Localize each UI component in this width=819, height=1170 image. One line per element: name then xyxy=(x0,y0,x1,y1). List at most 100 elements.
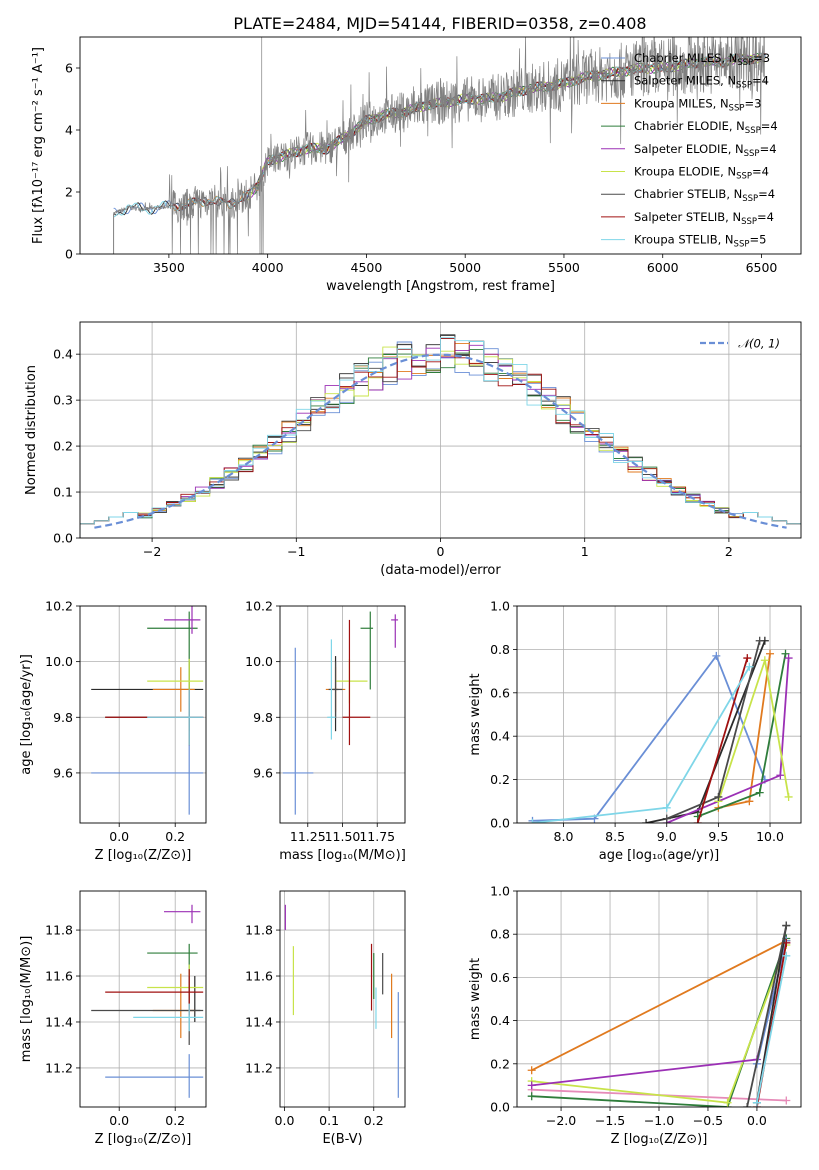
x-tick-label: 1 xyxy=(581,544,589,559)
weight-marker xyxy=(528,819,537,823)
plot-area xyxy=(80,606,206,823)
legend-label: Chabrier STELIB, NSSP=4 xyxy=(634,187,775,204)
x-tick-label: 2 xyxy=(725,544,733,559)
x-tick-label: 5500 xyxy=(548,260,580,275)
weight-marker xyxy=(723,1098,732,1107)
weight-marker xyxy=(745,797,754,806)
plot-area xyxy=(280,891,405,1107)
y-tick-label: 0.2 xyxy=(490,772,510,787)
y-tick-label: 9.6 xyxy=(253,765,273,780)
weight-marker xyxy=(693,819,702,823)
y-tick-label: 0.4 xyxy=(490,1013,510,1028)
weight-marker xyxy=(743,654,752,663)
weight-marker xyxy=(782,951,791,960)
y-tick-label: 0.3 xyxy=(53,393,73,408)
y-tick-label: 11.6 xyxy=(45,969,73,984)
panel-mass_vs_Z: 0.0 0.2 11.2 11.4 11.6 11.8 Z [log₁₀(Z/Z⊙)] mas… xyxy=(19,890,207,1147)
panel-residuals: −2 −1 0 1 2 0.0 0.1 0.2 0.3 0.4 (data-model)/error… xyxy=(24,321,802,578)
y-tick-label: 0.0 xyxy=(490,816,510,831)
y-tick-label: 1.0 xyxy=(490,884,510,899)
plot-area xyxy=(280,606,405,823)
plot-area xyxy=(80,891,206,1107)
x-tick-label: 8.0 xyxy=(554,829,574,844)
legend-label: Salpeter STELIB, NSSP=4 xyxy=(634,210,774,227)
axes-frame xyxy=(516,605,802,824)
plot-area xyxy=(113,37,766,254)
weight-marker xyxy=(782,921,791,930)
y-tick-label: 0.8 xyxy=(490,927,510,942)
x-axis-label: wavelength [Angstrom, rest frame] xyxy=(326,279,555,294)
panel-age_vs_Z: 0.0 0.2 9.6 9.8 10.0 10.2 Z [log₁₀(Z/Z⊙)] age [… xyxy=(19,599,207,863)
weight-marker xyxy=(642,819,651,823)
y-tick-label: 1.0 xyxy=(490,599,510,614)
weight-marker xyxy=(527,1092,536,1101)
weight-marker xyxy=(776,771,785,780)
weight-marker xyxy=(781,649,790,658)
x-tick-label: 5000 xyxy=(449,260,481,275)
histogram-series xyxy=(80,337,801,538)
y-tick-label: 0.1 xyxy=(53,485,73,500)
y-tick-label: 0.6 xyxy=(490,685,510,700)
x-tick-label: 6000 xyxy=(647,260,679,275)
x-tick-label: 10.0 xyxy=(756,829,784,844)
y-tick-label: 2 xyxy=(65,185,73,200)
y-tick-label: 0.2 xyxy=(53,439,73,454)
y-axis-label: mass weight xyxy=(468,958,483,1040)
x-axis-label: E(B-V) xyxy=(322,1132,362,1147)
x-tick-label: 9.5 xyxy=(708,829,728,844)
x-tick-label: 6500 xyxy=(746,260,778,275)
plot-area xyxy=(517,891,801,1107)
plot-area xyxy=(80,322,801,538)
weight-series-line xyxy=(531,939,787,1072)
axes-frame xyxy=(79,605,207,824)
weight-series-line xyxy=(756,925,788,1103)
weight-marker xyxy=(766,649,775,658)
x-tick-label: 0.2 xyxy=(165,1113,185,1128)
x-tick-label: 9.0 xyxy=(657,829,677,844)
x-axis-label: Z [log₁₀(Z/Z⊙)] xyxy=(95,1132,192,1147)
weight-marker xyxy=(743,1103,752,1107)
weight-series-line xyxy=(531,938,788,1107)
weight-marker xyxy=(752,1098,761,1107)
panels: 3500 4000 4500 5000 5500 6000 6500 0 2 4 6 waveleng… xyxy=(19,36,802,1147)
x-tick-label: −1 xyxy=(287,544,305,559)
x-axis-label: (data-model)/error xyxy=(380,563,501,578)
weight-marker xyxy=(782,1096,791,1105)
weight-marker xyxy=(755,636,764,645)
plot-area xyxy=(517,606,801,823)
y-tick-label: 11.4 xyxy=(245,1014,273,1029)
y-tick-label: 0.8 xyxy=(490,642,510,657)
x-tick-label: 0.1 xyxy=(319,1113,339,1128)
y-axis-label: mass weight xyxy=(468,673,483,755)
x-tick-label: 0.0 xyxy=(747,1113,767,1128)
y-tick-label: 0.6 xyxy=(490,970,510,985)
x-tick-label: 4500 xyxy=(351,260,383,275)
x-tick-label: −2 xyxy=(143,544,161,559)
legend-label: 𝒩(0, 1) xyxy=(738,337,780,351)
panel-spectrum: 3500 4000 4500 5000 5500 6000 6500 0 2 4 6 waveleng… xyxy=(31,36,802,294)
x-tick-label: 0.2 xyxy=(364,1113,384,1128)
y-tick-label: 0.4 xyxy=(53,347,73,362)
normal-reference-curve xyxy=(94,353,787,529)
panel-weight_vs_Z: −2.0 −1.5 −1.0 −0.5 0.0 0.0 0.2 0.4 0.6 0.8 1.0 Z [… xyxy=(468,884,802,1147)
weight-marker xyxy=(662,814,671,823)
y-tick-label: 9.8 xyxy=(53,710,73,725)
weight-series-line xyxy=(756,955,788,1103)
legend-label: Chabrier ELODIE, NSSP=4 xyxy=(634,119,778,136)
weight-marker xyxy=(760,656,769,665)
y-tick-label: 0.0 xyxy=(53,531,73,546)
y-tick-label: 11.8 xyxy=(45,923,73,938)
y-tick-label: 0 xyxy=(65,247,73,262)
x-axis-label: mass [log₁₀(M/M⊙)] xyxy=(279,848,406,863)
x-tick-label: 8.5 xyxy=(605,829,625,844)
weight-series-line xyxy=(756,940,788,1065)
x-tick-label: 11.25 xyxy=(290,829,326,844)
weight-series-line xyxy=(746,925,788,1107)
x-tick-label: 0.0 xyxy=(109,1113,129,1128)
y-tick-label: 11.2 xyxy=(45,1060,73,1075)
axes-frame xyxy=(279,605,406,824)
x-tick-label: 11.75 xyxy=(359,829,395,844)
y-tick-label: 11.8 xyxy=(245,923,273,938)
